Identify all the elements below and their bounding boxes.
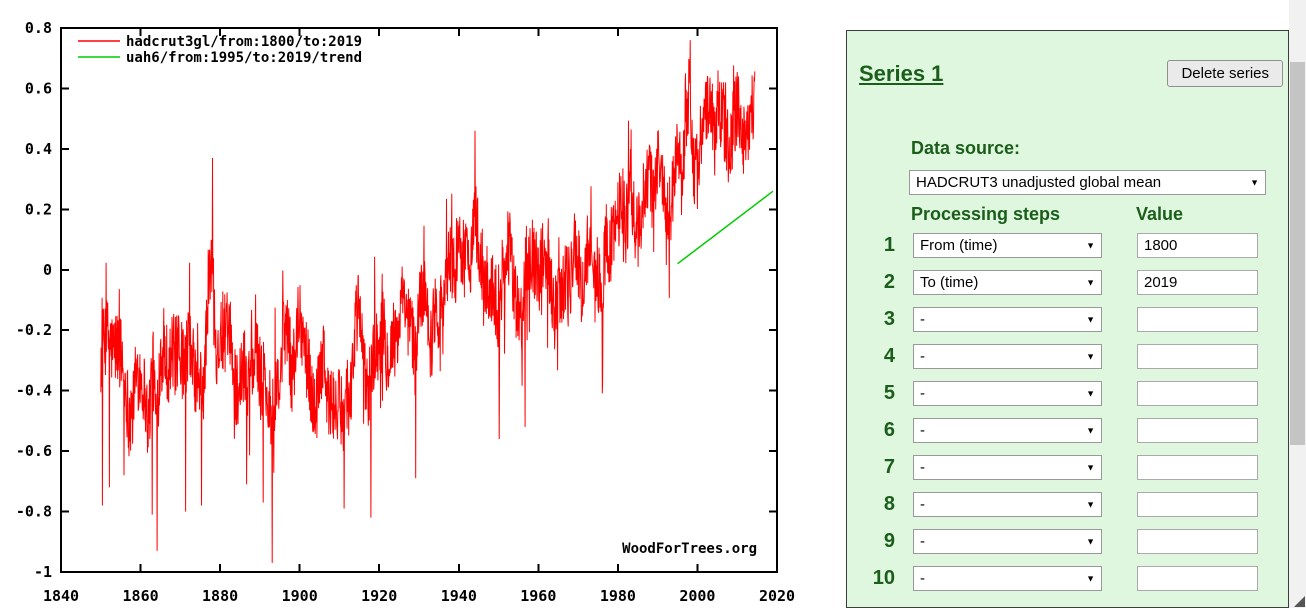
processing-step-select[interactable]: From (time) — [913, 233, 1102, 258]
step-select-wrap: - ▼ — [913, 492, 1102, 517]
step-value-input[interactable] — [1137, 566, 1258, 591]
svg-text:0.8: 0.8 — [25, 19, 52, 37]
svg-text:1920: 1920 — [361, 587, 397, 605]
step-value-input[interactable] — [1137, 307, 1258, 332]
step-number: 2 — [883, 271, 895, 293]
vertical-scrollbar[interactable] — [1289, 0, 1306, 608]
step-number: 4 — [883, 345, 895, 367]
processing-step-row: 4 - ▼ — [847, 344, 1288, 369]
processing-step-row: 3 - ▼ — [847, 307, 1288, 332]
svg-text:1900: 1900 — [282, 587, 318, 605]
svg-text:0.6: 0.6 — [25, 79, 52, 97]
step-value-input[interactable] — [1137, 529, 1258, 554]
svg-text:-0.2: -0.2 — [16, 321, 52, 339]
scrollbar-thumb[interactable] — [1290, 62, 1305, 445]
processing-step-select[interactable]: - — [913, 307, 1102, 332]
processing-step-row: 6 - ▼ — [847, 418, 1288, 443]
processing-step-row: 10 - ▼ — [847, 566, 1288, 591]
step-number: 6 — [883, 419, 895, 441]
delete-series-button[interactable]: Delete series — [1167, 60, 1283, 87]
svg-text:0.4: 0.4 — [25, 140, 52, 158]
step-number: 3 — [883, 308, 895, 330]
step-select-wrap: - ▼ — [913, 381, 1102, 406]
processing-step-select[interactable]: - — [913, 529, 1102, 554]
step-value-input[interactable] — [1137, 455, 1258, 480]
processing-step-row: 5 - ▼ — [847, 381, 1288, 406]
svg-text:WoodForTrees.org: WoodForTrees.org — [622, 541, 757, 557]
step-select-wrap: - ▼ — [913, 455, 1102, 480]
processing-steps-list: 1 From (time) ▼ 2 To (time) ▼ 3 - ▼ 4 - … — [847, 233, 1288, 603]
processing-step-row: 1 From (time) ▼ — [847, 233, 1288, 258]
step-number: 10 — [872, 567, 895, 589]
svg-text:2020: 2020 — [759, 587, 795, 605]
processing-step-select[interactable]: - — [913, 455, 1102, 480]
svg-text:uah6/from:1995/to:2019/trend: uah6/from:1995/to:2019/trend — [126, 50, 362, 66]
step-select-wrap: From (time) ▼ — [913, 233, 1102, 258]
series-1-panel: Series 1 Delete series Data source: HADC… — [846, 30, 1289, 608]
step-number: 7 — [883, 456, 895, 478]
data-source-select-wrap: HADCRUT3 unadjusted global mean ▼ — [909, 170, 1266, 195]
temperature-plot-image: 1840 1860 1880 1900 1920 1940 1960 1980 2000 2020… — [16, 19, 795, 605]
svg-text:0.2: 0.2 — [25, 200, 52, 218]
svg-text:1960: 1960 — [520, 587, 556, 605]
svg-text:2000: 2000 — [679, 587, 715, 605]
svg-text:-0.8: -0.8 — [16, 503, 52, 521]
series-title: Series 1 — [859, 61, 944, 86]
processing-step-row: 8 - ▼ — [847, 492, 1288, 517]
processing-steps-header: Processing steps — [911, 204, 1061, 224]
step-select-wrap: To (time) ▼ — [913, 270, 1102, 295]
svg-text:hadcrut3gl/from:1800/to:2019: hadcrut3gl/from:1800/to:2019 — [126, 34, 362, 50]
processing-step-select[interactable]: - — [913, 566, 1102, 591]
step-number: 9 — [883, 530, 895, 552]
step-select-wrap: - ▼ — [913, 566, 1102, 591]
step-value-input[interactable] — [1137, 418, 1258, 443]
processing-step-select[interactable]: - — [913, 418, 1102, 443]
processing-step-select[interactable]: - — [913, 344, 1102, 369]
value-header: Value — [1136, 204, 1184, 224]
step-number: 5 — [883, 382, 895, 404]
svg-text:1940: 1940 — [441, 587, 477, 605]
svg-text:1840: 1840 — [43, 587, 79, 605]
step-number: 8 — [883, 493, 895, 515]
step-value-input[interactable] — [1137, 344, 1258, 369]
svg-text:-0.6: -0.6 — [16, 442, 52, 460]
step-value-input[interactable] — [1137, 492, 1258, 517]
step-select-wrap: - ▼ — [913, 344, 1102, 369]
step-value-input[interactable] — [1137, 270, 1258, 295]
step-value-input[interactable] — [1137, 233, 1258, 258]
processing-step-select[interactable]: - — [913, 381, 1102, 406]
step-select-wrap: - ▼ — [913, 307, 1102, 332]
svg-text:0: 0 — [43, 261, 52, 279]
processing-step-select[interactable]: To (time) — [913, 270, 1102, 295]
step-select-wrap: - ▼ — [913, 418, 1102, 443]
resize-grip-icon — [1294, 596, 1305, 607]
svg-text:1880: 1880 — [202, 587, 238, 605]
processing-step-select[interactable]: - — [913, 492, 1102, 517]
processing-step-row: 2 To (time) ▼ — [847, 270, 1288, 295]
svg-text:-1: -1 — [34, 563, 52, 581]
step-number: 1 — [883, 234, 895, 256]
processing-step-row: 9 - ▼ — [847, 529, 1288, 554]
data-source-select[interactable]: HADCRUT3 unadjusted global mean — [909, 170, 1266, 195]
data-source-label: Data source: — [911, 138, 1021, 158]
svg-text:1980: 1980 — [600, 587, 636, 605]
processing-step-row: 7 - ▼ — [847, 455, 1288, 480]
svg-text:1860: 1860 — [123, 587, 159, 605]
step-select-wrap: - ▼ — [913, 529, 1102, 554]
svg-text:-0.4: -0.4 — [16, 382, 52, 400]
step-value-input[interactable] — [1137, 381, 1258, 406]
